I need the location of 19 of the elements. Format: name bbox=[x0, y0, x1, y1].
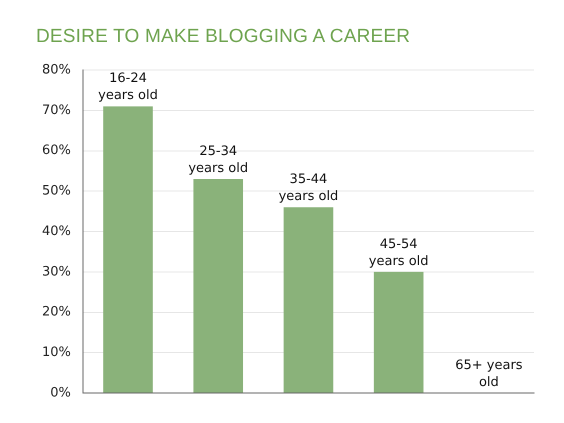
y-tick-label: 40% bbox=[42, 224, 71, 239]
y-tick-label: 60% bbox=[42, 143, 71, 158]
y-tick-label: 0% bbox=[50, 385, 71, 400]
y-tick-label: 20% bbox=[42, 304, 71, 320]
x-tick-label: 45-54 years old bbox=[368, 236, 429, 269]
y-tick-label: 80% bbox=[42, 62, 71, 78]
y-tick-label: 50% bbox=[42, 184, 71, 198]
y-tick-label: 70% bbox=[42, 102, 71, 118]
x-tick-label: 25-34 years old bbox=[188, 144, 248, 176]
x-tick-label: 16-24 years old bbox=[98, 71, 158, 104]
y-tick-label: 10% bbox=[42, 345, 71, 360]
bar bbox=[103, 106, 153, 392]
bar bbox=[193, 179, 244, 392]
bar bbox=[284, 207, 334, 392]
chart-title: DESIRE TO MAKE BLOGGING A CAREER bbox=[36, 26, 410, 48]
bar bbox=[374, 272, 424, 392]
x-tick-label: 35-44 years old bbox=[278, 172, 338, 204]
x-tick-label: 65+ years old bbox=[455, 358, 523, 390]
y-tick-label: 30% bbox=[42, 264, 71, 280]
